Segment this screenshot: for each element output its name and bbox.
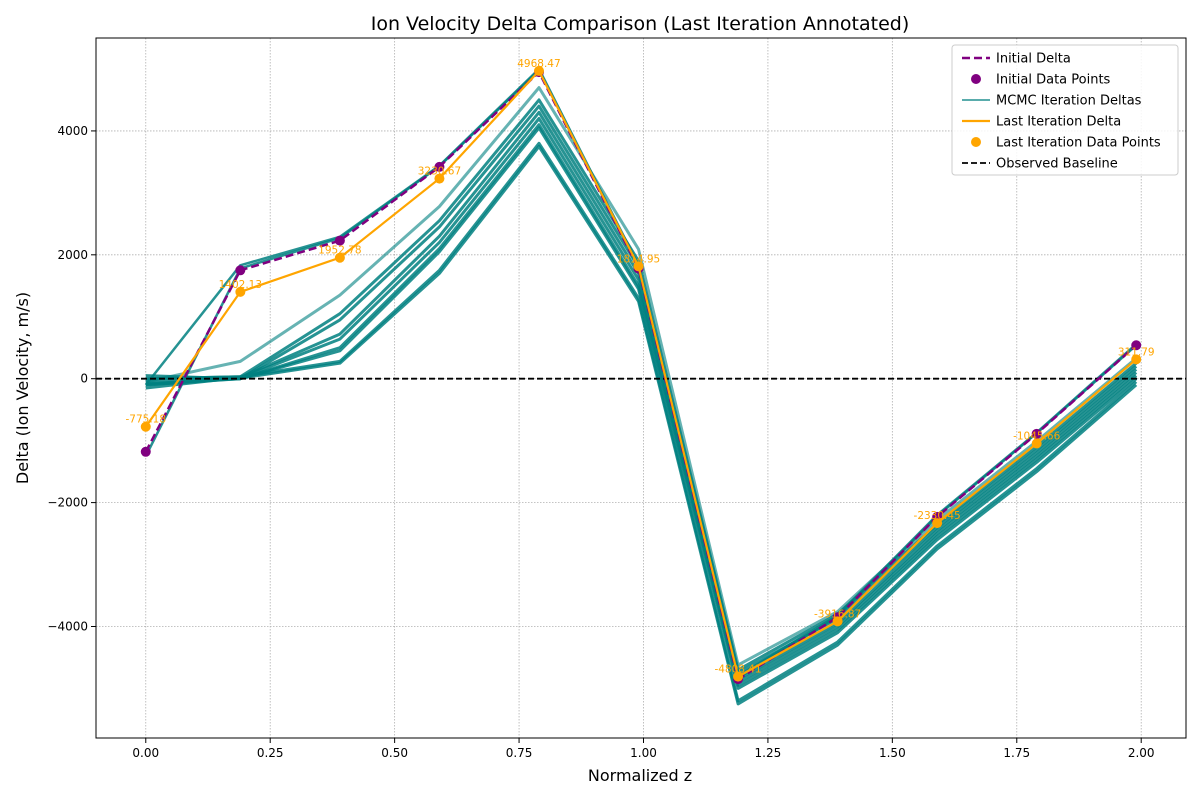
x-tick-label: 0.25 xyxy=(257,746,284,760)
initial-data-point xyxy=(1131,340,1142,351)
last-iteration-value-label: 1952.78 xyxy=(318,245,361,257)
legend-last-points-label: Last Iteration Data Points xyxy=(996,136,1161,151)
last-iteration-data-point xyxy=(434,173,445,184)
legend-initial-points-label: Initial Data Points xyxy=(996,73,1111,88)
x-tick-label: 1.50 xyxy=(879,746,906,760)
grid-lines xyxy=(96,38,1186,738)
last-iteration-data-point xyxy=(140,421,151,432)
y-tick-label: −2000 xyxy=(47,496,88,510)
last-iteration-value-label: -4808.41 xyxy=(714,664,761,676)
legend: Initial Delta Initial Data Points MCMC Ite… xyxy=(951,44,1179,176)
last-iteration-value-label: -775.18 xyxy=(126,414,167,426)
last-iteration-data-point xyxy=(633,261,644,272)
last-iteration-value-label: -2330.45 xyxy=(914,510,961,522)
mcmc-iteration-line xyxy=(145,144,1138,706)
initial-data-point xyxy=(334,235,345,246)
x-tick-label: 2.00 xyxy=(1128,746,1155,760)
last-iteration-data-point xyxy=(1131,354,1142,365)
y-tick-label: −4000 xyxy=(47,619,88,633)
x-tick-label: 0.00 xyxy=(132,746,159,760)
y-tick-label: 0 xyxy=(80,372,88,386)
y-tick-label: 4000 xyxy=(57,124,88,138)
last-iteration-value-label: 1402.13 xyxy=(219,279,262,291)
last-iteration-data-point xyxy=(235,286,246,297)
mcmc-iteration-line xyxy=(145,141,1138,703)
x-tick-label: 0.75 xyxy=(506,746,533,760)
x-tick-label: 1.75 xyxy=(1003,746,1030,760)
last-iteration-value-label: 311.79 xyxy=(1118,346,1155,358)
mcmc-iteration-line xyxy=(145,123,1138,687)
last-iteration-data-point xyxy=(533,65,544,76)
mcmc-iteration-line xyxy=(145,126,1138,690)
last-iteration-data-point xyxy=(932,518,943,529)
mcmc-iteration-line xyxy=(145,110,1138,681)
axis-ticks: 0.00 0.25 0.50 0.75 1.00 1.25 1.50 1.75 2.00 −400… xyxy=(47,124,1154,760)
initial-data-point xyxy=(235,265,246,276)
last-iteration-value-label: -1045.66 xyxy=(1013,430,1061,442)
last-iteration-value-label: 4968.47 xyxy=(517,58,560,70)
x-tick-label: 0.50 xyxy=(381,746,408,760)
legend-last-delta-label: Last Iteration Delta xyxy=(996,115,1121,130)
mcmc-iteration-line xyxy=(145,104,1138,675)
legend-baseline-label: Observed Baseline xyxy=(996,157,1118,172)
last-iteration-data-point xyxy=(334,252,345,263)
plot-series: -775.18 1402.13 1952.78 3230.67 4968.47 1814.… xyxy=(96,58,1186,706)
last-iteration-value-label: 1814.95 xyxy=(617,253,660,265)
initial-data-point xyxy=(434,161,445,172)
x-tick-label: 1.00 xyxy=(630,746,657,760)
x-tick-label: 1.25 xyxy=(755,746,782,760)
x-axis-label: Normalized z xyxy=(588,766,692,785)
initial-delta-line xyxy=(144,70,1138,682)
initial-data-point xyxy=(1031,428,1042,439)
plot-frame xyxy=(95,37,1187,739)
last-iteration-data-point xyxy=(1031,438,1042,449)
last-iteration-value-label: -3916.87 xyxy=(814,608,861,620)
legend-box xyxy=(951,44,1179,176)
legend-mcmc-deltas-label: MCMC Iteration Deltas xyxy=(996,94,1142,109)
mcmc-iteration-line xyxy=(145,117,1138,684)
mcmc-iteration-line xyxy=(145,98,1138,672)
y-tick-label: 2000 xyxy=(57,248,88,262)
initial-data-point xyxy=(140,446,151,457)
chart-title: Ion Velocity Delta Comparison (Last Iter… xyxy=(371,13,910,35)
y-axis-label: Delta (Ion Velocity, m/s) xyxy=(13,292,32,484)
last-iteration-data-point xyxy=(832,616,843,627)
legend-last-points-swatch xyxy=(971,137,981,147)
legend-initial-points-swatch xyxy=(971,74,981,84)
last-iteration-data-point xyxy=(733,671,744,682)
legend-initial-delta-label: Initial Delta xyxy=(996,52,1071,67)
mcmc-iteration-line xyxy=(145,86,1138,667)
last-iteration-value-label: 3230.67 xyxy=(418,166,461,178)
